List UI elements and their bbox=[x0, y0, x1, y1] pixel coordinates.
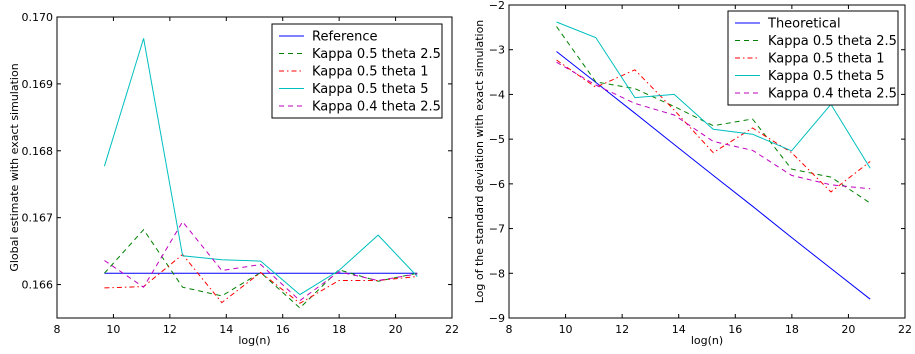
series-line-5 bbox=[104, 220, 418, 302]
legend-label-2: Kappa 0.5 theta 2.5 bbox=[312, 47, 441, 62]
x-tick-label: 20 bbox=[389, 323, 403, 336]
y-axis-label: Log of the standard deviation with exact… bbox=[473, 20, 486, 304]
y-tick-label: 0.170 bbox=[22, 11, 54, 24]
legend-label-1: Theoretical bbox=[767, 17, 841, 32]
y-tick-label: −5 bbox=[489, 133, 505, 146]
x-tick-label: 16 bbox=[276, 323, 290, 336]
x-tick-label: 18 bbox=[785, 323, 799, 336]
x-tick-label: 8 bbox=[54, 323, 61, 336]
x-tick-label: 8 bbox=[506, 323, 513, 336]
legend-label-4: Kappa 0.5 theta 5 bbox=[768, 69, 884, 84]
y-tick-label: 0.167 bbox=[22, 212, 54, 225]
series-line-4 bbox=[556, 21, 871, 169]
legend-label-5: Kappa 0.4 theta 2.5 bbox=[768, 87, 897, 102]
x-tick-label: 10 bbox=[106, 323, 120, 336]
chart-global-estimate: 8 10 12 14 16 18 20 22 0.166 0.167 0.168 0.169 0.170… bbox=[8, 11, 459, 347]
y-tick-label: −3 bbox=[489, 44, 505, 57]
y-tick-label: −2 bbox=[489, 0, 505, 12]
legend: Reference Kappa 0.5 theta 2.5 Kappa 0.5 th… bbox=[271, 23, 443, 119]
legend-label-5: Kappa 0.4 theta 2.5 bbox=[312, 100, 441, 115]
x-axis-label: log(n) bbox=[691, 334, 723, 347]
plot-area-frame bbox=[56, 16, 453, 319]
plot-area-frame bbox=[508, 4, 906, 319]
legend-label-3: Kappa 0.5 theta 1 bbox=[312, 65, 428, 80]
series-line-5 bbox=[556, 61, 871, 190]
series-line-4 bbox=[103, 38, 418, 296]
series-line-2 bbox=[556, 26, 871, 204]
x-tick-label: 14 bbox=[672, 323, 686, 336]
series-line-1 bbox=[556, 51, 871, 300]
legend-label-4: Kappa 0.5 theta 5 bbox=[312, 82, 428, 97]
legend-label-3: Kappa 0.5 theta 1 bbox=[768, 52, 884, 67]
x-tick-label: 12 bbox=[163, 323, 177, 336]
x-tick-label: 16 bbox=[728, 323, 742, 336]
x-tick-label: 22 bbox=[445, 323, 459, 336]
y-tick-label: −4 bbox=[489, 88, 505, 101]
x-axis-label: log(n) bbox=[238, 334, 270, 347]
x-tick-label: 12 bbox=[615, 323, 629, 336]
series-line-3 bbox=[104, 253, 418, 304]
series-line-2 bbox=[104, 228, 418, 309]
y-axis-label: Global estimate with exact simulation bbox=[8, 63, 21, 271]
y-tick-label: −9 bbox=[489, 312, 505, 325]
x-tick-label: 22 bbox=[898, 323, 912, 336]
y-tick-label: −8 bbox=[489, 267, 505, 280]
x-tick-label: 14 bbox=[219, 323, 233, 336]
legend-label-2: Kappa 0.5 theta 2.5 bbox=[768, 34, 897, 49]
x-tick-label: 20 bbox=[841, 323, 855, 336]
x-tick-label: 18 bbox=[332, 323, 346, 336]
legend-label-1: Reference bbox=[312, 30, 377, 45]
y-tick-label: −7 bbox=[489, 223, 505, 236]
x-tick-label: 10 bbox=[559, 323, 573, 336]
series-line-3 bbox=[556, 59, 871, 193]
y-tick-label: 0.168 bbox=[22, 145, 54, 158]
chart-log-std-deviation: 8 10 12 14 16 18 20 22 −9 −8 −7 −6 −5 −4 −3 −2 log(n) Log… bbox=[473, 0, 912, 347]
y-tick-label: 0.169 bbox=[22, 78, 54, 91]
legend: Theoretical Kappa 0.5 theta 2.5 Kappa 0.5 … bbox=[727, 10, 899, 106]
y-tick-label: −6 bbox=[489, 178, 505, 191]
y-tick-label: 0.166 bbox=[22, 279, 54, 292]
